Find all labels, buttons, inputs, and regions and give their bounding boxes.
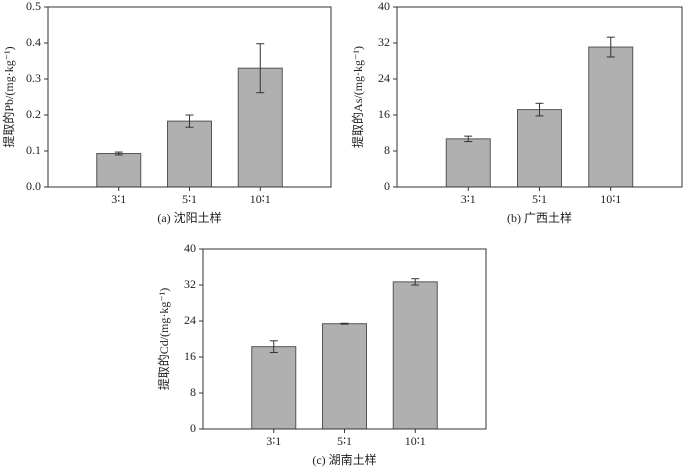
y-tick-label: 8: [384, 143, 390, 157]
error-bar: [114, 151, 123, 156]
y-tick-label: 16: [184, 349, 196, 363]
chart: 0 8 16 24 32 40 提取的Cd/(mg·kg⁻¹) (c) 湖南土样 3∶1 5∶1 1…: [156, 241, 487, 467]
bar: [392, 281, 438, 430]
bar: [167, 120, 212, 188]
y-tick-label: 0: [190, 421, 196, 435]
x-tick-label: 10∶1: [600, 192, 621, 206]
caption: (c) 湖南土样: [312, 452, 376, 467]
y-axis-label: 提取的Cd/(mg·kg⁻¹): [156, 288, 171, 391]
y-tick-label: 24: [378, 71, 390, 85]
bar: [322, 323, 367, 430]
error-bar: [606, 36, 615, 58]
bar: [96, 153, 142, 188]
x-tick-label: 3∶1: [266, 434, 281, 448]
y-tick-label: 16: [378, 107, 390, 121]
x-tick-label: 3∶1: [111, 192, 126, 206]
error-bar: [411, 278, 420, 286]
y-tick-label: 40: [378, 0, 390, 13]
error-bar: [535, 102, 544, 117]
y-tick-label: 24: [184, 313, 196, 327]
x-tick-label: 5∶1: [182, 192, 197, 206]
chart: 0.0 0.1 0.2 0.3 0.4 0.5 提取的Pb/(mg·kg⁻¹) (a) 沈阳土…: [1, 0, 332, 225]
x-tick-label: 3∶1: [461, 192, 476, 206]
y-tick-label: 0.2: [26, 107, 41, 121]
y-tick-label: 0.4: [26, 35, 41, 49]
y-tick-label: 0.3: [26, 71, 41, 85]
bar: [517, 109, 562, 188]
y-axis-label: 提取的Pb/(mg·kg⁻¹): [1, 46, 16, 147]
plot-frame: [202, 248, 487, 430]
y-tick-label: 0: [384, 179, 390, 193]
chart: 0 8 16 24 32 40 提取的As/(mg·kg⁻¹) (b) 广西土样 3∶1 5∶1 1…: [350, 0, 683, 225]
x-tick-label: 10∶1: [405, 434, 426, 448]
caption: (b) 广西土样: [507, 210, 572, 225]
bar: [445, 138, 491, 188]
bar: [588, 46, 634, 188]
error-bar: [185, 114, 194, 128]
y-tick-label: 0.0: [26, 179, 41, 193]
y-tick-label: 8: [190, 385, 196, 399]
y-tick-label: 0.5: [26, 0, 41, 13]
error-bar: [269, 340, 278, 353]
y-tick-label: 40: [184, 241, 196, 255]
x-tick-label: 10∶1: [250, 192, 271, 206]
y-tick-label: 32: [184, 277, 196, 291]
bar: [251, 346, 297, 430]
caption: (a) 沈阳土样: [157, 210, 221, 225]
y-tick-label: 32: [378, 35, 390, 49]
error-bar: [256, 43, 265, 94]
error-bar: [464, 135, 473, 143]
x-tick-label: 5∶1: [337, 434, 352, 448]
plot-frame: [396, 6, 683, 188]
x-tick-label: 5∶1: [532, 192, 547, 206]
y-axis-label: 提取的As/(mg·kg⁻¹): [350, 46, 365, 148]
error-bar: [340, 322, 349, 325]
y-tick-label: 0.1: [26, 143, 41, 157]
plot-frame: [47, 6, 332, 188]
